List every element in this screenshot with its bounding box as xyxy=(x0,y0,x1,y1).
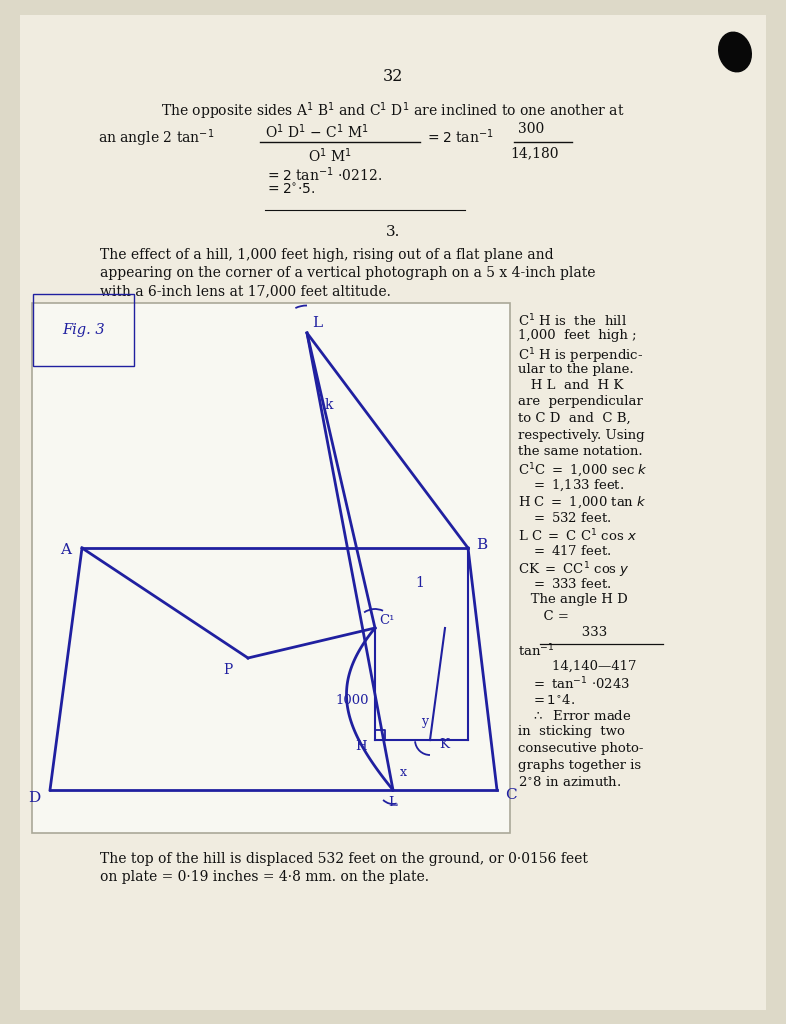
Text: 300: 300 xyxy=(518,122,544,136)
Text: on plate = 0·19 inches = 4·8 mm. on the plate.: on plate = 0·19 inches = 4·8 mm. on the … xyxy=(100,870,429,884)
Text: consecutive photo-: consecutive photo- xyxy=(518,742,644,755)
Text: $= 2$ tan$^{-1}$ $\cdot$0212.: $= 2$ tan$^{-1}$ $\cdot$0212. xyxy=(265,165,382,183)
Text: tan$^{-1}$: tan$^{-1}$ xyxy=(518,643,555,659)
Bar xyxy=(32,303,510,833)
Text: 14,180: 14,180 xyxy=(510,146,559,160)
Text: Fig. 3: Fig. 3 xyxy=(62,323,105,337)
Text: 3.: 3. xyxy=(386,225,400,239)
Text: 14,140—417: 14,140—417 xyxy=(518,659,637,673)
Text: L C $=$ C C$^1$ cos $x$: L C $=$ C C$^1$ cos $x$ xyxy=(518,527,637,544)
Text: to C D  and  C B,: to C D and C B, xyxy=(518,412,630,425)
Text: x: x xyxy=(399,766,406,778)
Text: 333: 333 xyxy=(518,627,608,640)
Text: 1,000  feet  high ;: 1,000 feet high ; xyxy=(518,330,637,342)
Text: $\therefore$  Error made: $\therefore$ Error made xyxy=(518,709,632,723)
Text: appearing on the corner of a vertical photograph on a 5 x 4-inch plate: appearing on the corner of a vertical ph… xyxy=(100,266,596,280)
Text: graphs together is: graphs together is xyxy=(518,759,641,771)
Text: ular to the plane.: ular to the plane. xyxy=(518,362,634,376)
Text: with a 6-inch lens at 17,000 feet altitude.: with a 6-inch lens at 17,000 feet altitu… xyxy=(100,284,391,298)
Text: 2$^{\circ}$8 in azimuth.: 2$^{\circ}$8 in azimuth. xyxy=(518,775,622,790)
Text: $= 2^{\circ}{\cdot}5.$: $= 2^{\circ}{\cdot}5.$ xyxy=(265,183,316,198)
Text: L: L xyxy=(388,797,398,810)
Text: K: K xyxy=(439,738,449,752)
Text: H C $=$ 1,000 tan $k$: H C $=$ 1,000 tan $k$ xyxy=(518,495,647,510)
Text: 1: 1 xyxy=(416,575,424,590)
Text: in  sticking  two: in sticking two xyxy=(518,725,625,738)
Text: the same notation.: the same notation. xyxy=(518,445,643,458)
Text: $=$ 417 feet.: $=$ 417 feet. xyxy=(518,544,612,558)
Text: k: k xyxy=(325,398,333,412)
Text: are  perpendicular: are perpendicular xyxy=(518,395,643,409)
Text: H: H xyxy=(355,739,367,753)
Text: B: B xyxy=(476,538,487,552)
Text: y: y xyxy=(421,716,428,728)
Text: O$^1$ M$^1$: O$^1$ M$^1$ xyxy=(308,146,352,165)
Text: C$^1$ H is  the  hill: C$^1$ H is the hill xyxy=(518,313,627,330)
Text: The top of the hill is displaced 532 feet on the ground, or 0·0156 feet: The top of the hill is displaced 532 fee… xyxy=(100,852,588,866)
Text: $= 1^{\circ}$4.: $= 1^{\circ}$4. xyxy=(518,692,575,707)
Text: 1000: 1000 xyxy=(336,693,369,707)
Text: D: D xyxy=(28,791,40,805)
Text: The angle H D: The angle H D xyxy=(518,594,628,606)
Text: L: L xyxy=(312,316,322,330)
Text: C =: C = xyxy=(518,610,569,623)
Ellipse shape xyxy=(718,32,751,72)
Text: The opposite sides A$^1$ B$^1$ and C$^1$ D$^1$ are inclined to one another at: The opposite sides A$^1$ B$^1$ and C$^1$… xyxy=(161,100,625,122)
Text: $= 2$ tan$^{-1}$: $= 2$ tan$^{-1}$ xyxy=(425,127,494,145)
Text: 32: 32 xyxy=(383,68,403,85)
Text: $=$ tan$^{-1}$ $\cdot$0243: $=$ tan$^{-1}$ $\cdot$0243 xyxy=(518,676,630,692)
Text: H L  and  H K: H L and H K xyxy=(518,379,623,392)
Text: $=$ 1,133 feet.: $=$ 1,133 feet. xyxy=(518,478,624,494)
Text: C¹: C¹ xyxy=(380,613,395,627)
Text: C$^1$ H is perpendic-: C$^1$ H is perpendic- xyxy=(518,346,644,366)
Text: an angle 2 tan$^{-1}$: an angle 2 tan$^{-1}$ xyxy=(98,127,215,148)
Text: A: A xyxy=(61,543,72,557)
Text: CK $=$ CC$^1$ cos $y$: CK $=$ CC$^1$ cos $y$ xyxy=(518,560,630,581)
Text: $=$ 333 feet.: $=$ 333 feet. xyxy=(518,577,612,591)
Text: O$^1$ D$^1$ $-$ C$^1$ M$^1$: O$^1$ D$^1$ $-$ C$^1$ M$^1$ xyxy=(265,122,369,140)
Text: C$^1$C $=$ 1,000 sec $k$: C$^1$C $=$ 1,000 sec $k$ xyxy=(518,462,648,479)
Text: $=$ 532 feet.: $=$ 532 feet. xyxy=(518,511,612,525)
Text: respectively. Using: respectively. Using xyxy=(518,428,645,441)
Text: The effect of a hill, 1,000 feet high, rising out of a flat plane and: The effect of a hill, 1,000 feet high, r… xyxy=(100,248,553,262)
Text: C: C xyxy=(505,788,517,802)
Text: P: P xyxy=(223,663,233,677)
